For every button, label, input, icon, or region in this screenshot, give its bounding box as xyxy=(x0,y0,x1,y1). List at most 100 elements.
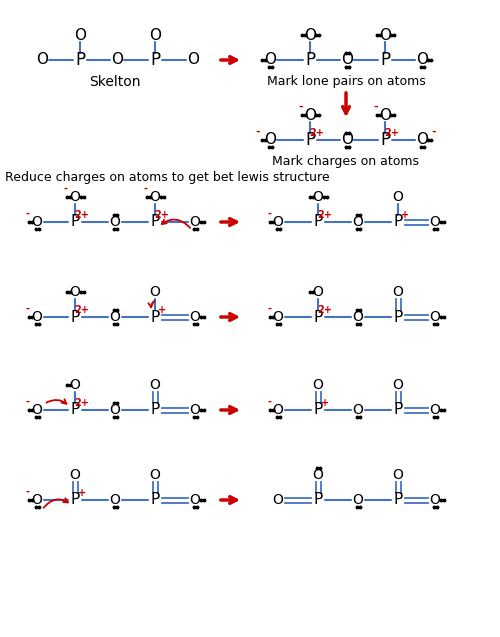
Text: P: P xyxy=(314,310,322,324)
Text: O: O xyxy=(190,403,200,417)
Text: 2+: 2+ xyxy=(310,128,324,138)
Text: P: P xyxy=(394,492,402,508)
Text: O: O xyxy=(110,493,120,507)
Text: 2+: 2+ xyxy=(74,398,90,408)
Text: O: O xyxy=(111,52,123,68)
Text: O: O xyxy=(272,403,283,417)
Text: P: P xyxy=(314,403,322,417)
Text: O: O xyxy=(272,310,283,324)
Text: P: P xyxy=(394,403,402,417)
Text: P: P xyxy=(394,215,402,229)
Text: P: P xyxy=(314,492,322,508)
Text: P: P xyxy=(305,131,315,149)
Text: -: - xyxy=(26,397,30,407)
Text: P: P xyxy=(150,51,160,69)
Text: -: - xyxy=(256,127,260,137)
Text: P: P xyxy=(70,215,80,229)
Text: 2+: 2+ xyxy=(74,305,90,315)
Text: O: O xyxy=(416,52,428,68)
Text: -: - xyxy=(26,209,30,219)
Text: O: O xyxy=(312,285,324,299)
Text: -: - xyxy=(267,397,271,407)
Text: P: P xyxy=(305,51,315,69)
Text: O: O xyxy=(110,310,120,324)
Text: O: O xyxy=(430,310,440,324)
Text: +: + xyxy=(78,488,86,498)
Text: O: O xyxy=(430,493,440,507)
Text: -: - xyxy=(267,209,271,219)
Text: O: O xyxy=(110,215,120,229)
Text: 2+: 2+ xyxy=(384,128,400,138)
Text: -: - xyxy=(64,184,68,194)
Text: -: - xyxy=(298,102,304,112)
Text: P: P xyxy=(380,131,390,149)
Text: P: P xyxy=(150,403,160,417)
Text: O: O xyxy=(392,468,404,482)
Text: +: + xyxy=(321,398,329,408)
Text: O: O xyxy=(70,285,80,299)
Text: O: O xyxy=(150,468,160,482)
Text: P: P xyxy=(150,310,160,324)
Text: O: O xyxy=(110,403,120,417)
Text: O: O xyxy=(190,215,200,229)
Text: O: O xyxy=(264,132,276,148)
Text: O: O xyxy=(149,27,161,43)
Text: -: - xyxy=(26,304,30,314)
Text: -: - xyxy=(432,127,436,137)
Text: P: P xyxy=(394,310,402,324)
Text: 2+: 2+ xyxy=(318,305,332,315)
Text: P: P xyxy=(380,51,390,69)
Text: P: P xyxy=(150,492,160,508)
Text: O: O xyxy=(187,52,199,68)
Text: -: - xyxy=(144,184,148,194)
Text: O: O xyxy=(392,190,404,204)
Text: P: P xyxy=(70,403,80,417)
Text: +: + xyxy=(401,210,409,220)
Text: O: O xyxy=(36,52,48,68)
Text: O: O xyxy=(379,27,391,43)
Text: O: O xyxy=(150,378,160,392)
Text: O: O xyxy=(312,468,324,482)
Text: O: O xyxy=(190,310,200,324)
Text: -: - xyxy=(267,304,271,314)
Text: 2+: 2+ xyxy=(154,210,170,220)
Text: O: O xyxy=(32,215,42,229)
Text: -: - xyxy=(374,102,378,112)
Text: O: O xyxy=(70,468,80,482)
Text: O: O xyxy=(32,310,42,324)
Text: O: O xyxy=(430,403,440,417)
Text: O: O xyxy=(430,215,440,229)
Text: O: O xyxy=(304,108,316,122)
Text: O: O xyxy=(352,493,364,507)
Text: P: P xyxy=(75,51,85,69)
Text: P: P xyxy=(70,310,80,324)
Text: O: O xyxy=(32,403,42,417)
Text: Mark charges on atoms: Mark charges on atoms xyxy=(272,155,420,169)
Text: +: + xyxy=(158,305,166,315)
Text: O: O xyxy=(70,378,80,392)
Text: O: O xyxy=(190,493,200,507)
Text: O: O xyxy=(74,27,86,43)
Text: O: O xyxy=(32,493,42,507)
Text: 2+: 2+ xyxy=(318,210,332,220)
Text: O: O xyxy=(392,378,404,392)
Text: O: O xyxy=(272,493,283,507)
Text: O: O xyxy=(150,285,160,299)
Text: O: O xyxy=(392,285,404,299)
Text: O: O xyxy=(272,215,283,229)
Text: O: O xyxy=(379,108,391,122)
Text: O: O xyxy=(312,190,324,204)
Text: O: O xyxy=(150,190,160,204)
Text: Skelton: Skelton xyxy=(89,75,141,89)
Text: O: O xyxy=(352,215,364,229)
Text: O: O xyxy=(70,190,80,204)
Text: P: P xyxy=(150,215,160,229)
Text: Mark lone pairs on atoms: Mark lone pairs on atoms xyxy=(266,76,426,89)
Text: O: O xyxy=(352,310,364,324)
Text: -: - xyxy=(26,487,30,497)
Text: O: O xyxy=(341,52,353,68)
Text: O: O xyxy=(416,132,428,148)
Text: 2+: 2+ xyxy=(74,210,90,220)
Text: Reduce charges on atoms to get bet lewis structure: Reduce charges on atoms to get bet lewis… xyxy=(5,171,330,185)
Text: O: O xyxy=(341,132,353,148)
